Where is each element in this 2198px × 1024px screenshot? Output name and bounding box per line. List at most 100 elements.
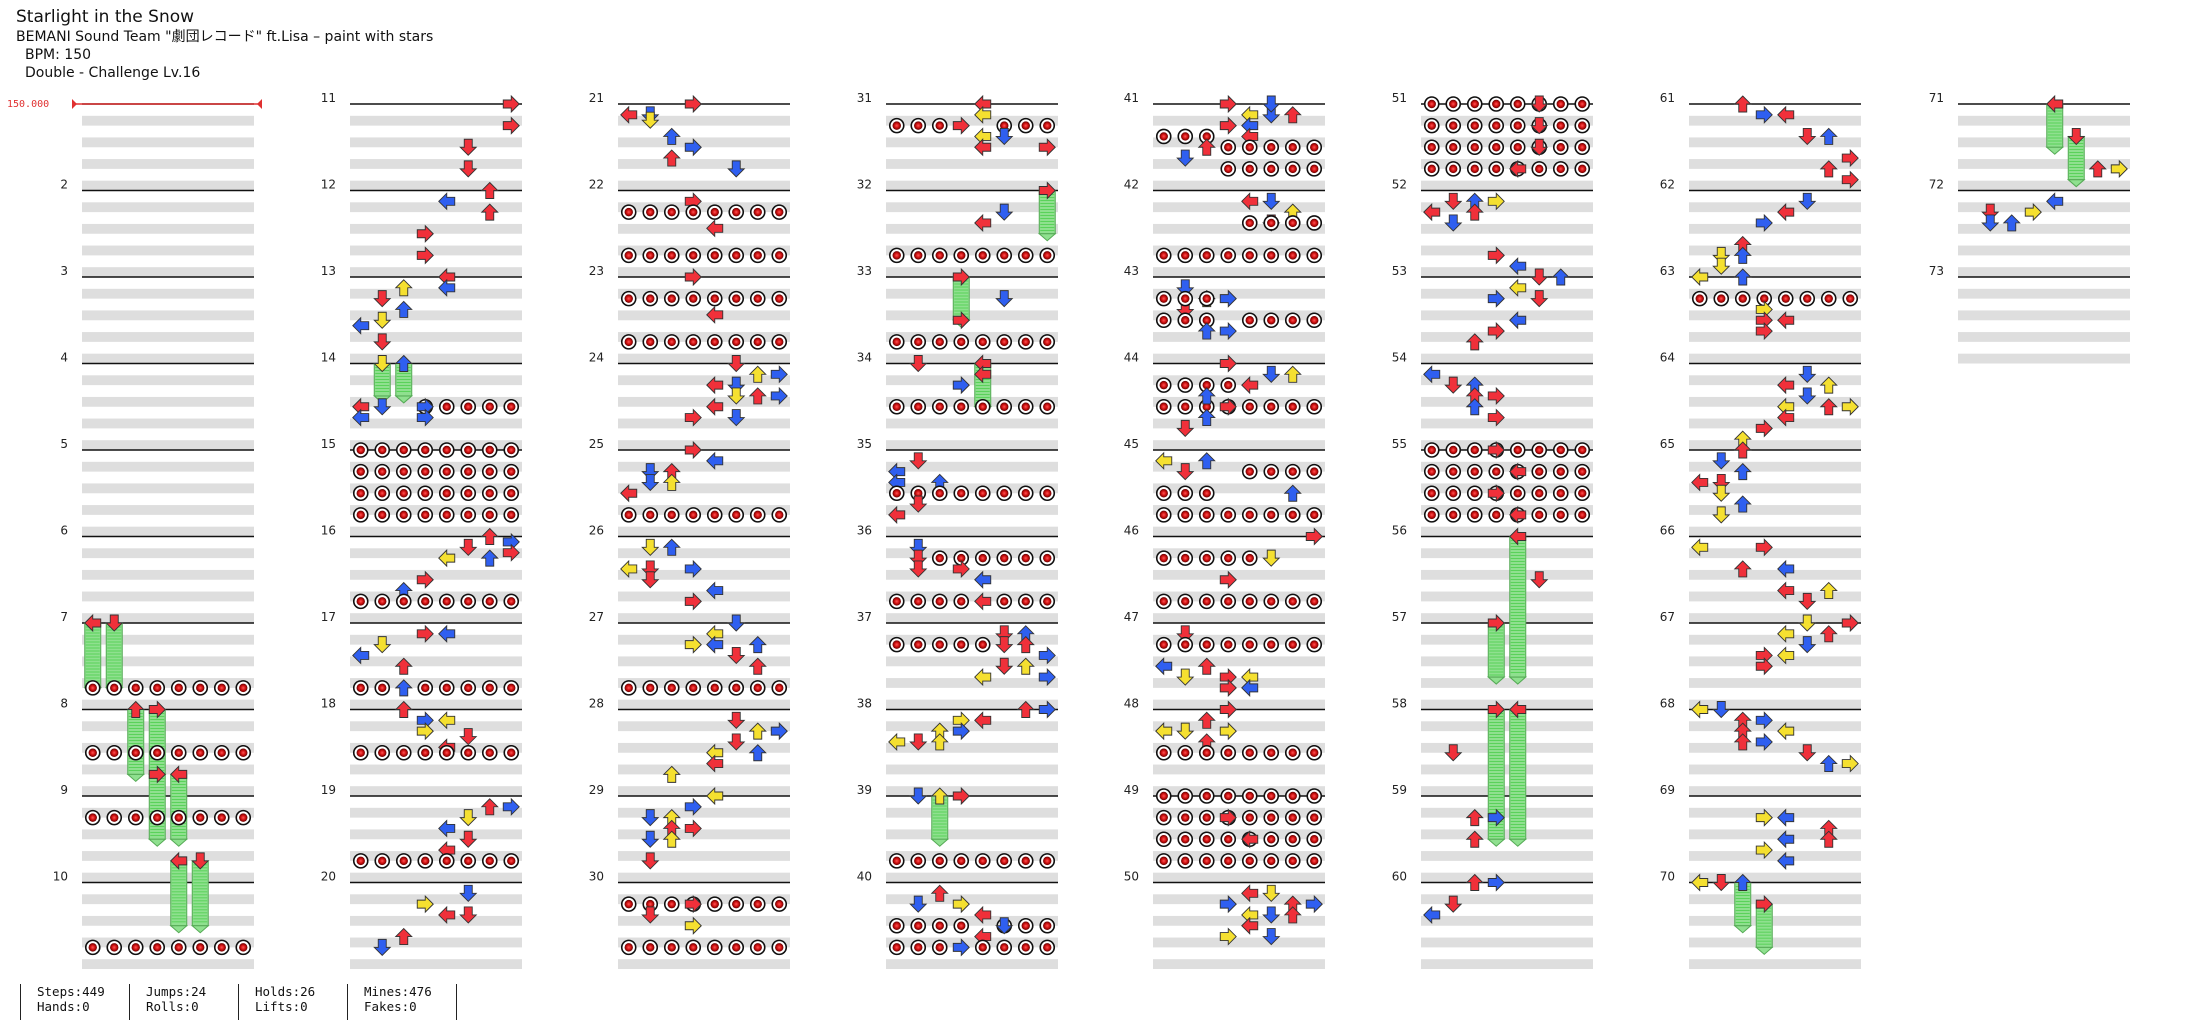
beat-band <box>350 310 522 321</box>
measure-number: 70 <box>1660 870 1675 884</box>
beat-band <box>1421 569 1593 580</box>
mine-note <box>1177 507 1194 523</box>
mine-note <box>127 809 144 826</box>
measure-number: 35 <box>857 437 872 451</box>
mine-note <box>1552 507 1569 523</box>
mine-note <box>1777 290 1794 307</box>
beat-band <box>1421 915 1593 926</box>
mine-note <box>1198 593 1215 610</box>
beat-band <box>1958 137 2130 148</box>
beat-band <box>886 678 1058 688</box>
mine-note <box>974 550 991 566</box>
beat-band <box>1689 591 1861 602</box>
mine-note <box>503 593 520 610</box>
beat-band <box>618 332 790 342</box>
stat-group: Holds:26 Lifts:0 <box>238 984 347 1020</box>
beat-band <box>1421 678 1593 688</box>
measure-number: 7 <box>60 610 68 624</box>
mine-note <box>1691 290 1708 307</box>
beat-band <box>350 505 522 515</box>
mine-note <box>1198 744 1215 761</box>
mine-note <box>706 680 723 696</box>
beat-band <box>1153 526 1325 537</box>
mine-note <box>728 247 745 264</box>
beat-band <box>1958 115 2130 126</box>
beat-band <box>82 915 254 926</box>
mine-note <box>395 485 412 502</box>
mine-note <box>417 680 434 696</box>
mine-note <box>996 334 1013 350</box>
mine-note <box>438 485 455 502</box>
beat-band <box>1689 115 1861 126</box>
mine-note <box>888 636 905 653</box>
mine-note <box>910 593 927 610</box>
beat-band <box>1958 223 2130 234</box>
mine-note <box>374 507 391 523</box>
beat-band <box>1958 288 2130 299</box>
beat-band <box>350 959 522 969</box>
beat-band <box>886 353 1058 364</box>
beat-band <box>886 440 1058 450</box>
beat-band <box>886 764 1058 775</box>
mine-note <box>1017 939 1034 956</box>
stat-group: Steps:449 Hands:0 <box>20 984 129 1020</box>
mine-note <box>910 939 927 956</box>
mine-note <box>481 507 498 523</box>
beat-band <box>886 742 1058 753</box>
hold-note <box>1486 709 1506 847</box>
mine-note <box>503 442 520 458</box>
measure-number: 18 <box>321 697 336 711</box>
mine-note <box>1017 917 1034 934</box>
beat-band <box>618 418 790 429</box>
arrow-note <box>1262 95 1280 113</box>
beat-band <box>350 288 522 299</box>
beat-band <box>1153 613 1325 623</box>
mine-note <box>728 896 745 912</box>
measure-number: 37 <box>857 610 872 624</box>
mine-note <box>771 334 788 350</box>
mine-note <box>1466 463 1483 480</box>
beat-band <box>82 634 254 645</box>
mine-note <box>1574 117 1591 134</box>
measure-number: 25 <box>589 437 604 451</box>
beat-band <box>1421 332 1593 342</box>
beat-band <box>618 461 790 472</box>
mine-note <box>685 939 702 956</box>
beat-band <box>1421 634 1593 645</box>
mine-note <box>1241 398 1258 415</box>
mine-note <box>1263 593 1280 610</box>
beat-band <box>350 375 522 386</box>
mine-note <box>953 398 970 415</box>
mine-note <box>685 204 702 220</box>
stat-top: Jumps:24 <box>146 984 207 999</box>
mine-note <box>395 853 412 869</box>
beat-band <box>350 353 522 364</box>
mine-note <box>374 463 391 480</box>
mine-note <box>1306 636 1323 653</box>
beat-band <box>618 915 790 926</box>
measure-number: 53 <box>1392 264 1407 278</box>
beat-band <box>1689 310 1861 321</box>
measure-number: 16 <box>321 524 336 538</box>
mine-note <box>1241 139 1258 156</box>
mine-note <box>460 744 477 761</box>
measure-number: 24 <box>589 351 604 365</box>
mine-note <box>1220 247 1237 264</box>
mine-note <box>1039 485 1056 502</box>
beat-band <box>886 159 1058 169</box>
beat-band <box>1421 353 1593 364</box>
mine-note <box>749 247 766 264</box>
mine-note <box>438 593 455 610</box>
mine-note <box>706 939 723 956</box>
mine-note <box>1466 96 1483 112</box>
measure-number: 38 <box>857 697 872 711</box>
beat-band <box>1958 245 2130 256</box>
beat-band <box>618 807 790 818</box>
mine-note <box>1177 636 1194 653</box>
mine-note <box>1531 463 1548 480</box>
mine-note <box>1155 128 1172 145</box>
beat-band <box>82 678 254 688</box>
beat-band <box>82 353 254 364</box>
mine-note <box>931 593 948 610</box>
mine-note <box>1263 744 1280 761</box>
